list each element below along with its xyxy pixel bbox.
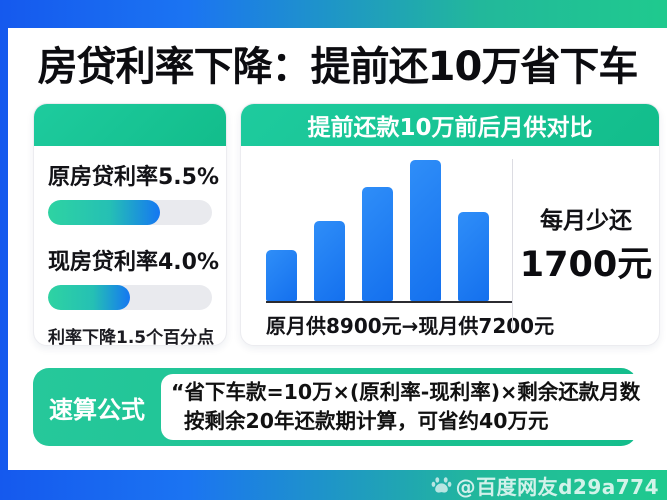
bar-chart-axis <box>266 301 513 303</box>
bar-chart-caption: 原月供8900元→现月供7200元 <box>266 314 555 338</box>
page-title: 房贷利率下降：提前还10万省下车 <box>37 44 639 90</box>
footer-bar: @百度网友d29a774 <box>0 470 667 500</box>
current-rate-label: 现房贷利率4.0% <box>48 250 220 275</box>
formula-strip: 速算公式 “省下车款=10万×(原利率-现利率)×剩余还款月数 按剩余20年还款… <box>33 368 649 446</box>
current-rate-progress-fill <box>48 285 130 310</box>
formula-box: “省下车款=10万×(原利率-现利率)×剩余还款月数 按剩余20年还款期计算，可… <box>161 374 649 440</box>
original-rate-label: 原房贷利率5.5% <box>48 165 220 190</box>
savings-summary: 每月少还 1700元 <box>513 146 659 345</box>
watermark-text: @百度网友d29a774 <box>455 474 659 499</box>
baidu-paw-icon <box>431 476 451 493</box>
formula-line-2: 按剩余20年还款期计算，可省约40万元 <box>184 409 549 433</box>
comparison-card: 提前还款10万前后月供对比 原月供8900元→现月供7200元 每月少还 170… <box>240 103 660 346</box>
chart-bar <box>266 250 297 301</box>
bar-chart-bars <box>266 160 512 301</box>
content-panel: 房贷利率下降：提前还10万省下车 原房贷利率5.5% 现房贷利率4.0% 利率下… <box>8 28 667 470</box>
chart-bar <box>314 221 345 301</box>
rate-card: 原房贷利率5.5% 现房贷利率4.0% 利率下降1.5个百分点 <box>33 103 227 346</box>
original-rate-progress-fill <box>48 200 160 225</box>
comparison-card-body: 原月供8900元→现月供7200元 每月少还 1700元 <box>241 146 659 345</box>
cards-row: 原房贷利率5.5% 现房贷利率4.0% 利率下降1.5个百分点 提前还款10万前… <box>33 103 660 346</box>
rate-card-header-bar <box>34 104 226 146</box>
comparison-card-header: 提前还款10万前后月供对比 <box>241 104 659 146</box>
chart-bar <box>410 160 441 301</box>
vertical-divider <box>512 159 513 332</box>
chart-bar <box>458 212 489 301</box>
bar-chart: 原月供8900元→现月供7200元 <box>241 146 555 345</box>
rate-footnote: 利率下降1.5个百分点 <box>48 328 215 346</box>
savings-value: 1700元 <box>519 244 653 285</box>
original-rate-progress-track <box>48 200 212 225</box>
formula-label: 速算公式 <box>49 395 145 424</box>
current-rate-progress-track <box>48 285 212 310</box>
formula-line-1: “省下车款=10万×(原利率-现利率)×剩余还款月数 <box>171 380 641 404</box>
chart-bar <box>362 187 393 301</box>
rate-card-body: 原房贷利率5.5% 现房贷利率4.0% 利率下降1.5个百分点 <box>34 146 226 346</box>
savings-label: 每月少还 <box>540 207 632 234</box>
